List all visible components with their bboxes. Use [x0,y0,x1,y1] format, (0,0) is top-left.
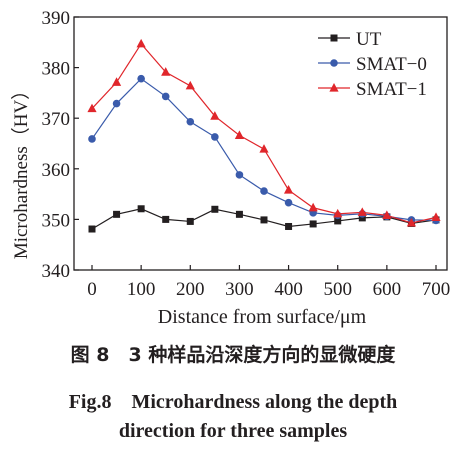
data-point [136,38,146,48]
y-tick-label: 390 [42,8,71,29]
series-0 [88,205,440,233]
data-point [235,210,243,218]
data-point [210,111,220,120]
x-axis-label: Distance from surface/μm [158,306,367,328]
x-tick-label: 200 [176,279,205,300]
y-tick-label: 380 [42,59,71,80]
data-point [186,217,194,225]
y-tick-label: 370 [42,109,71,130]
x-tick-label: 500 [323,279,352,300]
data-point [186,117,195,126]
data-point [333,208,343,218]
data-point [357,207,367,216]
data-point [431,212,441,221]
y-tick-label: 360 [42,160,71,181]
y-axis-label: Microhardness（HV） [10,81,32,259]
data-point [161,92,170,101]
legend-label: SMAT−1 [356,79,427,100]
data-point [113,210,121,218]
x-tick-label: 100 [127,279,156,300]
data-point [259,144,269,153]
legend-marker [329,83,339,92]
data-point [309,220,317,228]
figure-caption-chinese: 图 8 3 种样品沿深度方向的显微硬度 [70,344,396,366]
figure-caption-english-line1: Fig.8 Microhardness along the depth [68,391,398,413]
data-point [308,202,318,212]
legend-marker [330,34,338,42]
data-point [334,217,342,225]
x-tick-label: 0 [87,279,97,300]
x-tick-label: 700 [422,279,451,300]
axes: 0 100 200 300 400 500 600 700 340 350 360 370 380 390 [42,8,451,300]
legend-label: UT [356,29,382,50]
series-2 [87,38,441,227]
data-point [284,198,293,207]
x-tick-label: 300 [225,279,254,300]
data-point [185,80,195,90]
y-tick-label: 350 [42,210,71,231]
data-point [285,222,293,230]
data-point [260,187,268,195]
data-point [87,103,97,113]
data-point [161,67,171,76]
x-tick-label: 600 [373,279,402,300]
data-point [211,133,219,141]
data-point [382,210,392,219]
y-tick-label: 340 [42,261,71,282]
legend-marker [330,59,338,67]
data-point [406,217,417,227]
data-point [211,205,219,213]
data-point [88,225,96,233]
data-point [283,185,294,194]
data-point [234,130,245,140]
legend: UT SMAT−0 SMAT−1 [318,29,427,100]
data-point [162,215,170,223]
data-point [112,99,121,108]
data-point [137,205,145,213]
data-point [235,171,244,179]
data-point [358,214,366,222]
legend-label: SMAT−0 [356,54,427,75]
series-layer [87,38,441,233]
x-tick-label: 400 [274,279,303,300]
legend-entry: SMAT−0 [318,54,427,75]
plot-frame [73,16,448,271]
figure-caption-english-line2: direction for three samples [118,420,348,442]
legend-entry: SMAT−1 [318,79,427,100]
data-point [88,135,96,143]
data-point [111,77,122,86]
legend-entry: UT [318,29,382,50]
data-point [260,216,268,224]
data-point [137,74,145,83]
